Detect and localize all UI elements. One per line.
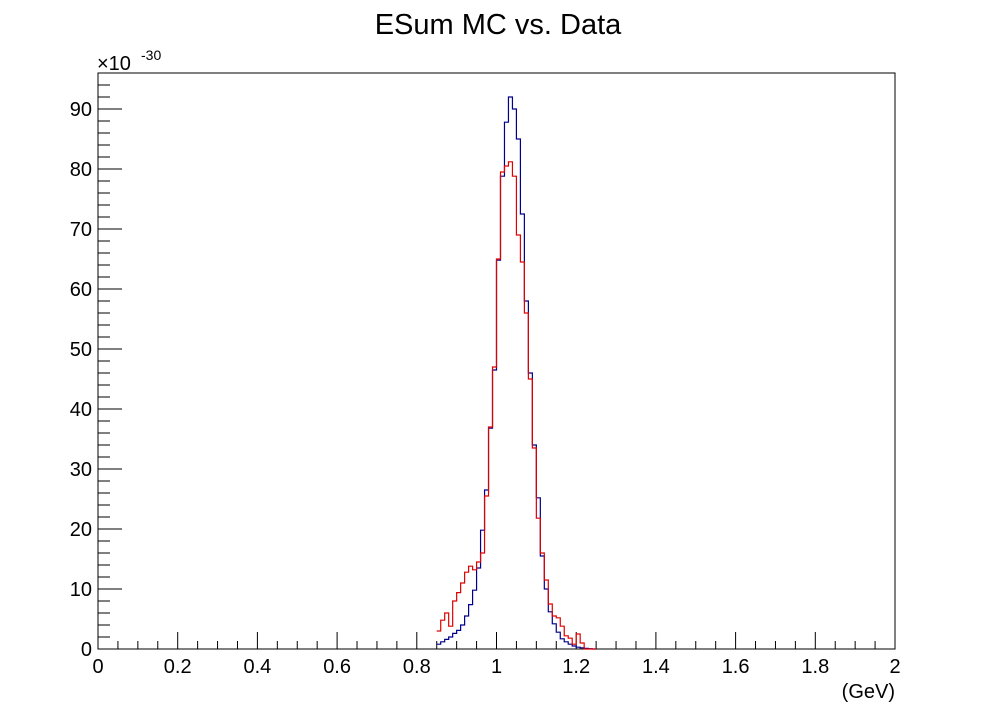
y-tick-label: 90: [70, 99, 92, 121]
y-axis-exponent: ×10 -30: [97, 47, 161, 75]
x-tick-label: 0.8: [403, 656, 431, 678]
x-tick-label: 1.6: [722, 656, 750, 678]
y-tick-label: 40: [70, 399, 92, 421]
y-axis-exponent-power: -30: [141, 47, 161, 63]
x-axis-tick-labels: 0 0.2 0.4 0.6 0.8 1 1.2 1.4 1.6 1.8 2: [92, 656, 900, 678]
x-tick-label: 1: [491, 656, 502, 678]
histogram-series-2: [436, 161, 597, 650]
histogram-series-1: [436, 96, 597, 650]
y-tick-label: 50: [70, 339, 92, 361]
y-tick-label: 0: [81, 639, 92, 661]
x-tick-label: 0.2: [164, 656, 192, 678]
x-axis-ticks: [97, 632, 896, 649]
y-axis-exponent-base: ×10: [97, 53, 131, 75]
x-tick-label: 0.6: [323, 656, 351, 678]
x-tick-label: 0: [92, 656, 103, 678]
y-tick-label: 60: [70, 279, 92, 301]
histogram-series: [436, 96, 597, 650]
x-axis-label: (GeV): [842, 681, 895, 703]
y-tick-label: 70: [70, 219, 92, 241]
y-tick-label: 20: [70, 519, 92, 541]
chart-title: ESum MC vs. Data: [375, 9, 622, 41]
x-tick-label: 2: [889, 656, 900, 678]
y-tick-label: 30: [70, 459, 92, 481]
x-tick-label: 1.8: [801, 656, 829, 678]
x-tick-label: 1.2: [562, 656, 590, 678]
x-tick-label: 0.4: [243, 656, 271, 678]
y-tick-label: 80: [70, 159, 92, 181]
x-tick-label: 1.4: [642, 656, 670, 678]
y-axis-ticks: [98, 72, 122, 650]
y-axis-tick-labels: 0 10 20 30 40 50 60 70 80 90: [70, 99, 92, 661]
y-tick-label: 10: [70, 579, 92, 601]
